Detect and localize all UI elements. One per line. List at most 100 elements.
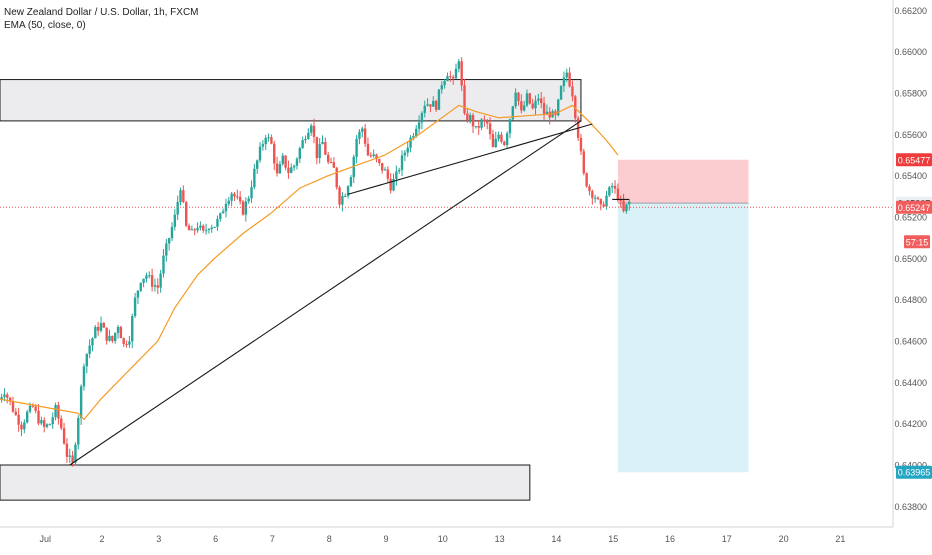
candle-body	[517, 92, 520, 102]
x-tick-label: 13	[495, 534, 505, 544]
candle-body	[182, 190, 185, 203]
candle-body	[150, 275, 154, 287]
candle-body	[111, 335, 114, 342]
candle-body	[45, 424, 49, 427]
target-price-label: 0.63965	[898, 468, 931, 478]
candle-body	[503, 141, 506, 145]
candle-body	[119, 326, 123, 339]
candle-body	[290, 167, 293, 173]
candle-body	[511, 106, 514, 120]
candle-body	[380, 162, 384, 171]
candle-body	[221, 211, 225, 214]
major-trendline[interactable]	[69, 120, 582, 466]
candle-body	[0, 397, 3, 399]
candle-body	[312, 125, 316, 137]
x-tick-label: 9	[383, 534, 388, 544]
axes-layer: 0.66200 0.66000 0.65800 0.65600 0.65400 0.652…	[0, 0, 927, 544]
support-zone[interactable]	[0, 464, 531, 501]
candle-body	[616, 188, 620, 201]
candle-body	[400, 155, 404, 170]
candle-body	[593, 197, 597, 199]
candle-body	[585, 173, 588, 187]
candle-body	[440, 85, 443, 90]
candle-body	[82, 366, 86, 387]
candle-body	[176, 202, 179, 215]
y-tick-label: 0.66200	[894, 6, 927, 16]
candle-body	[559, 86, 563, 100]
candle-body	[213, 226, 216, 228]
candle-body	[557, 99, 560, 116]
candle-body	[321, 141, 324, 145]
candle-body	[375, 154, 378, 160]
candle-body	[406, 147, 409, 153]
candle-body	[219, 213, 222, 219]
candle-body	[34, 406, 37, 411]
candle-body	[505, 133, 509, 145]
candle-body	[48, 424, 52, 426]
candle-body	[261, 144, 265, 147]
candle-body	[309, 125, 313, 133]
candle-body	[423, 105, 426, 113]
candle-body	[253, 168, 256, 188]
candle-body	[562, 77, 566, 87]
candle-body	[483, 119, 486, 122]
x-tick-label: 7	[270, 534, 275, 544]
candle-body	[79, 386, 83, 419]
candle-body	[628, 201, 631, 205]
candle-body	[335, 167, 338, 188]
candle-body	[602, 204, 605, 207]
candle-body	[449, 76, 452, 78]
x-tick-label: 10	[438, 534, 448, 544]
candle-body	[383, 169, 387, 171]
candle-body	[463, 85, 466, 114]
candle-body	[14, 411, 17, 415]
stop-loss-zone	[617, 159, 749, 204]
candle-body	[588, 186, 591, 192]
candle-body	[596, 197, 600, 200]
candle-body	[386, 169, 390, 179]
candle-body	[287, 167, 290, 173]
candle-body	[355, 138, 358, 157]
candle-body	[284, 155, 287, 168]
candle-body	[85, 353, 88, 367]
candle-body	[460, 61, 463, 86]
candle-body	[179, 190, 182, 203]
candle-body	[11, 401, 15, 412]
candle-body	[619, 200, 622, 202]
candle-body	[542, 103, 546, 115]
candle-body	[210, 227, 213, 230]
x-tick-label: 15	[608, 534, 618, 544]
candle-body	[540, 98, 543, 104]
candle-body	[230, 193, 233, 201]
candle-body	[451, 76, 455, 79]
candle-body	[94, 326, 97, 339]
y-tick-label: 0.66000	[894, 47, 927, 57]
candle-body	[338, 187, 341, 205]
candle-body	[128, 341, 131, 345]
candle-body	[545, 111, 549, 115]
candle-body	[148, 275, 151, 277]
ema-line	[0, 104, 619, 421]
candle-body	[196, 227, 199, 231]
candle-body	[173, 214, 177, 227]
candle-body	[37, 410, 40, 424]
candle-body	[20, 424, 23, 430]
candle-body	[264, 137, 267, 145]
candle-body	[170, 226, 174, 239]
candle-body	[298, 148, 301, 159]
candle-body	[116, 326, 120, 333]
minor-trendline[interactable]	[347, 123, 593, 195]
candle-body	[91, 338, 94, 346]
candle-body	[236, 196, 239, 198]
resistance-zone[interactable]	[0, 79, 582, 122]
candle-body	[494, 138, 497, 148]
candle-body	[275, 163, 279, 174]
candle-body	[292, 165, 296, 168]
candle-body	[17, 414, 20, 425]
candle-body	[204, 230, 208, 232]
candle-body	[457, 61, 461, 69]
candle-body	[281, 155, 284, 165]
